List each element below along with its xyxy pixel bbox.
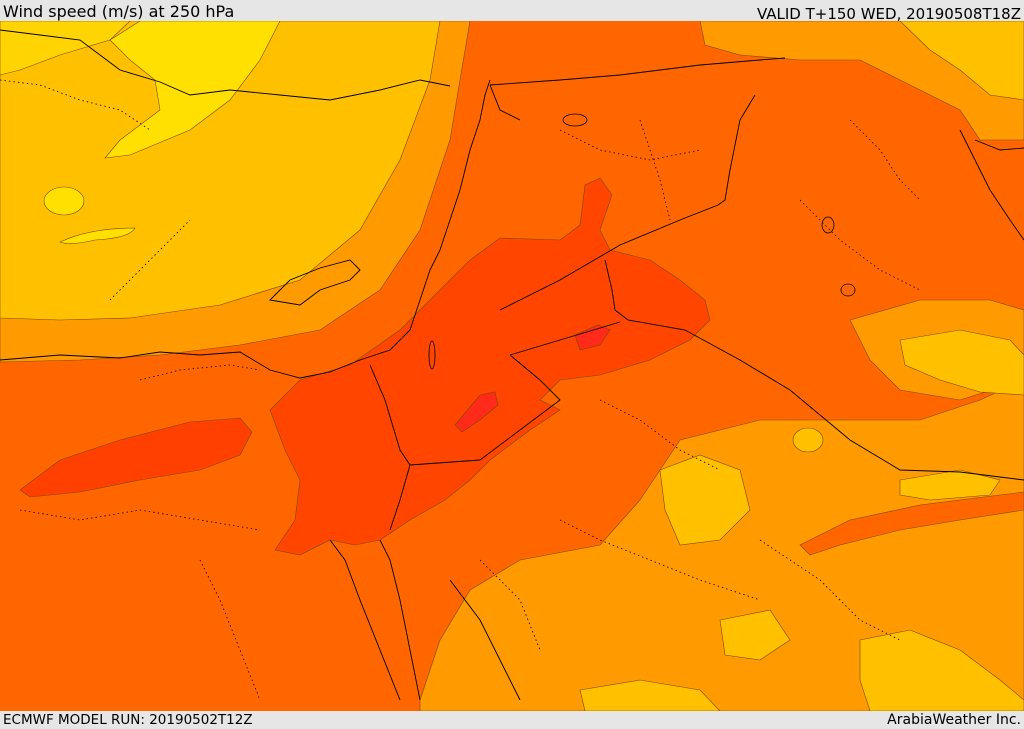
map-title: Wind speed (m/s) at 250 hPa <box>3 2 235 21</box>
coastlines <box>0 29 1024 701</box>
field-streak-yellow <box>59 227 136 244</box>
field-band-light-orange <box>0 21 441 321</box>
field-patch-light-orange-se-1 <box>659 454 751 546</box>
lakes <box>428 113 856 370</box>
field-core-red-orange <box>269 177 711 556</box>
field-blob-light-orange <box>792 427 824 453</box>
province-boundaries <box>0 79 921 701</box>
field-core-red-2 <box>574 324 611 351</box>
field-patch-light-orange-se-2 <box>859 629 1024 711</box>
field-streak-red-west <box>19 417 253 498</box>
field-band-orange-se <box>419 379 1024 711</box>
model-run-label: ECMWF MODEL RUN: 20190502T12Z <box>3 712 253 728</box>
footer-bar: ECMWF MODEL RUN: 20190502T12Z ArabiaWeat… <box>0 711 1024 729</box>
field-core-red-1 <box>454 391 499 433</box>
header-bar: Wind speed (m/s) at 250 hPa VALID T+150 … <box>0 0 1024 23</box>
field-patch-yellow-north <box>104 21 281 159</box>
field-patch-light-orange-ne <box>899 21 1024 101</box>
field-patch-light-orange-east <box>899 329 1024 396</box>
wind-speed-map <box>0 21 1024 711</box>
field-patch-light-orange-se-5 <box>899 469 1001 501</box>
national-borders <box>369 57 1024 531</box>
credit-label: ArabiaWeather Inc. <box>887 712 1021 728</box>
valid-time: VALID T+150 WED, 20190508T18Z <box>756 5 1021 23</box>
field-streak-deep-orange-se <box>799 491 1024 556</box>
field-patch-light-orange-se-3 <box>719 609 791 661</box>
field-blob-yellow <box>43 186 85 216</box>
map-canvas <box>0 21 1024 711</box>
field-patch-light-orange-se-4 <box>579 679 721 711</box>
